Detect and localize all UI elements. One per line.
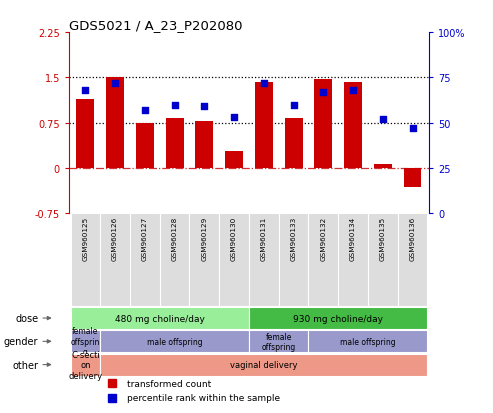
Text: GDS5021 / A_23_P202080: GDS5021 / A_23_P202080: [69, 19, 243, 32]
Bar: [309, 214, 338, 306]
Text: GSM960126: GSM960126: [112, 216, 118, 261]
Text: GSM960128: GSM960128: [172, 216, 177, 261]
Bar: [219, 214, 249, 306]
Point: [379, 116, 387, 123]
Bar: [249, 330, 309, 352]
Point: [171, 102, 178, 109]
Text: GSM960136: GSM960136: [410, 216, 416, 261]
Bar: [160, 214, 189, 306]
Text: GSM960129: GSM960129: [201, 216, 208, 261]
Bar: [368, 214, 398, 306]
Bar: [70, 330, 100, 352]
Text: male offspring: male offspring: [340, 337, 396, 346]
Bar: [225, 152, 243, 169]
Point: [111, 80, 119, 87]
Point: [319, 89, 327, 96]
Point: [81, 88, 89, 94]
Bar: [106, 78, 124, 169]
Text: GSM960133: GSM960133: [290, 216, 297, 261]
Bar: [136, 123, 154, 169]
Text: female
offsprin
g: female offsprin g: [70, 327, 100, 356]
Point: [201, 104, 209, 110]
Point: [409, 126, 417, 132]
Bar: [70, 354, 100, 376]
Bar: [398, 214, 427, 306]
Bar: [249, 214, 279, 306]
Text: GSM960135: GSM960135: [380, 216, 386, 261]
Text: C-secti
on
delivery: C-secti on delivery: [69, 350, 103, 380]
Text: female
offspring: female offspring: [262, 332, 296, 351]
Bar: [344, 83, 362, 169]
Text: gender: gender: [4, 337, 38, 347]
Bar: [70, 214, 100, 306]
Point: [289, 102, 297, 109]
Bar: [76, 99, 94, 169]
Text: 480 mg choline/day: 480 mg choline/day: [115, 314, 205, 323]
Bar: [279, 214, 309, 306]
Text: vaginal delivery: vaginal delivery: [230, 360, 298, 369]
Bar: [249, 307, 427, 329]
Text: transformed count: transformed count: [127, 379, 211, 388]
Text: 930 mg choline/day: 930 mg choline/day: [293, 314, 383, 323]
Text: percentile rank within the sample: percentile rank within the sample: [127, 393, 280, 402]
Text: other: other: [12, 360, 38, 370]
Bar: [255, 83, 273, 169]
Bar: [70, 307, 249, 329]
Point: [349, 88, 357, 94]
Point: [230, 115, 238, 121]
Point: [141, 107, 149, 114]
Text: GSM960127: GSM960127: [142, 216, 148, 261]
Bar: [315, 80, 332, 169]
Bar: [309, 330, 427, 352]
Text: male offspring: male offspring: [147, 337, 203, 346]
Text: GSM960130: GSM960130: [231, 216, 237, 261]
Bar: [374, 164, 392, 169]
Text: GSM960131: GSM960131: [261, 216, 267, 261]
Bar: [284, 119, 303, 169]
Bar: [189, 214, 219, 306]
Bar: [338, 214, 368, 306]
Bar: [100, 330, 249, 352]
Bar: [404, 169, 422, 188]
Text: GSM960132: GSM960132: [320, 216, 326, 261]
Point: [260, 80, 268, 87]
Bar: [130, 214, 160, 306]
Bar: [195, 122, 213, 169]
Text: GSM960125: GSM960125: [82, 216, 88, 261]
Bar: [100, 214, 130, 306]
Bar: [166, 119, 183, 169]
Text: dose: dose: [15, 313, 38, 323]
Text: GSM960134: GSM960134: [350, 216, 356, 261]
